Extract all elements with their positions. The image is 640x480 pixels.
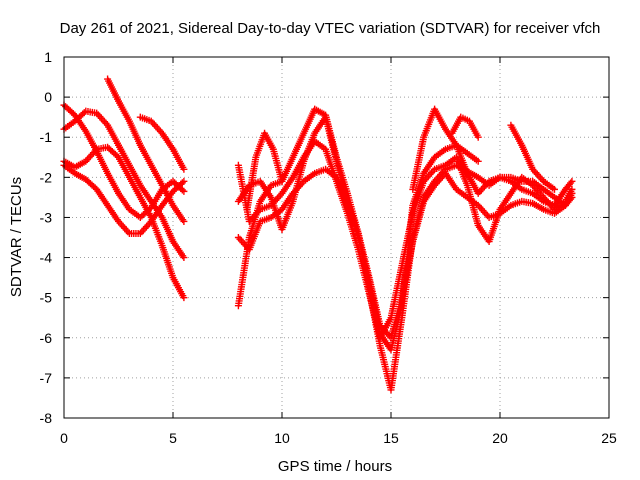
data-point (180, 217, 188, 225)
x-tick-label: 5 (169, 430, 177, 446)
x-tick-label: 20 (492, 430, 508, 446)
data-layer (60, 75, 576, 394)
series-track-2 (60, 107, 188, 262)
series-track-14 (507, 121, 558, 193)
series-track-10 (234, 137, 576, 342)
x-tick-label: 25 (601, 430, 617, 446)
data-point (180, 254, 188, 262)
y-tick-label: -3 (40, 209, 53, 225)
y-tick-label: 1 (44, 49, 52, 65)
y-tick-label: -1 (40, 129, 53, 145)
series-track-11 (409, 105, 482, 193)
data-point (278, 177, 286, 185)
series-track-13 (448, 113, 482, 141)
y-tick-label: -8 (40, 410, 53, 426)
series-track-6 (136, 113, 188, 173)
data-point (178, 186, 186, 194)
x-axis-label: GPS time / hours (278, 458, 392, 475)
data-point (568, 177, 576, 185)
x-tick-label: 15 (383, 430, 399, 446)
y-tick-label: -5 (40, 290, 53, 306)
series-track-4 (60, 143, 188, 302)
plot-frame (63, 56, 610, 419)
y-axis-label: SDTVAR / TECUs (8, 177, 25, 297)
data-point (178, 179, 186, 187)
y-tick-label: -2 (40, 169, 53, 185)
data-point (474, 133, 482, 141)
series-track-5 (104, 75, 188, 225)
data-point (180, 294, 188, 302)
data-point (180, 187, 188, 195)
data-point (180, 177, 188, 185)
data-point (568, 185, 576, 193)
series-track-9 (234, 113, 576, 354)
x-tick-label: 10 (274, 430, 290, 446)
series-track-12 (243, 129, 286, 213)
data-point (567, 179, 575, 187)
data-point (80, 109, 88, 117)
data-point (180, 165, 188, 173)
y-tick-label: -4 (40, 250, 53, 266)
y-tick-label: -6 (40, 330, 53, 346)
data-point (551, 185, 558, 193)
x-tick-label: 0 (60, 430, 68, 446)
y-tick-label: -7 (40, 370, 53, 386)
y-tick-label: 0 (44, 89, 52, 105)
chart-title: Day 261 of 2021, Sidereal Day-to-day VTE… (60, 20, 601, 37)
data-point (474, 157, 482, 165)
